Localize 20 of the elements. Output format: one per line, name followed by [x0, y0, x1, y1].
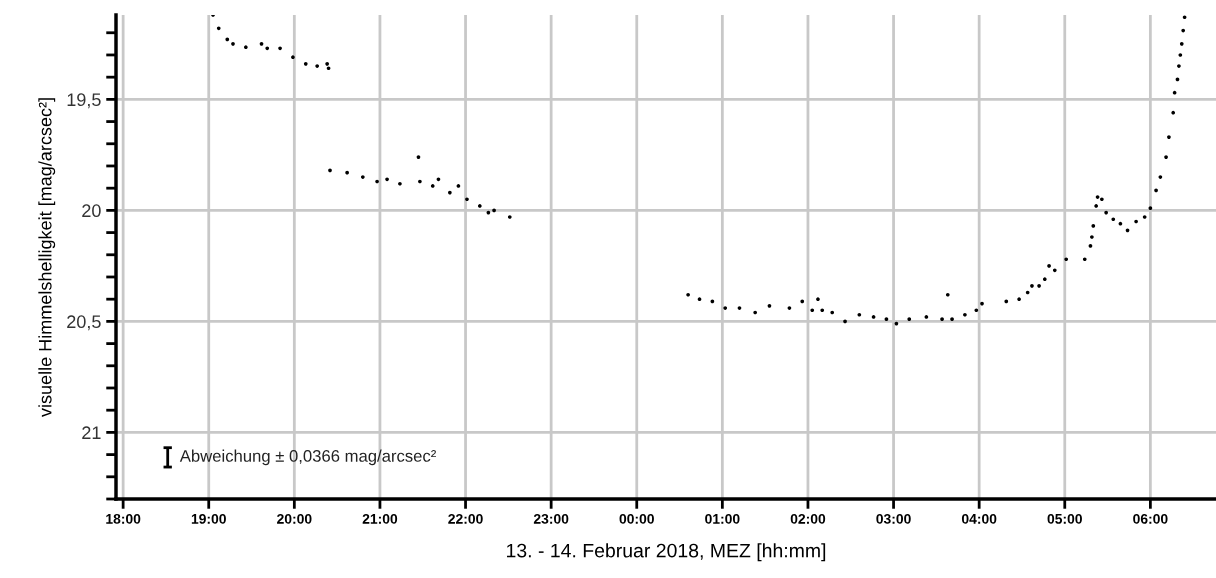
y-tick-label: 21 [82, 426, 101, 439]
x-tick-label: 00:00 [619, 513, 654, 524]
x-tick-label: 20:00 [277, 513, 312, 524]
x-tick-label: 23:00 [533, 513, 569, 524]
x-tick-label: 02:00 [790, 513, 826, 524]
x-tick-label: 22:00 [448, 513, 483, 524]
x-tick-label: 03:00 [876, 513, 911, 524]
y-axis-title: visuelle Himmelshelligkeit [mag/arcsec²] [38, 98, 56, 417]
x-tick-label: 04:00 [961, 513, 997, 524]
x-tick-label: 19:00 [191, 513, 226, 524]
y-tick-label: 20,5 [67, 315, 101, 331]
x-tick-label: 05:00 [1047, 513, 1082, 524]
x-tick-label: 18:00 [106, 513, 141, 524]
x-tick-label: 01:00 [705, 513, 740, 524]
x-axis-title: 13. - 14. Februar 2018, MEZ [hh:mm] [507, 543, 826, 562]
y-tick-label: 19,5 [67, 93, 101, 109]
annotation: Abweichung ± 0,0366 mag/arcsec² [179, 449, 436, 466]
y-tick-label: 20 [82, 204, 101, 218]
x-tick-label: 06:00 [1133, 513, 1168, 524]
x-tick-label: 21:00 [362, 513, 398, 524]
